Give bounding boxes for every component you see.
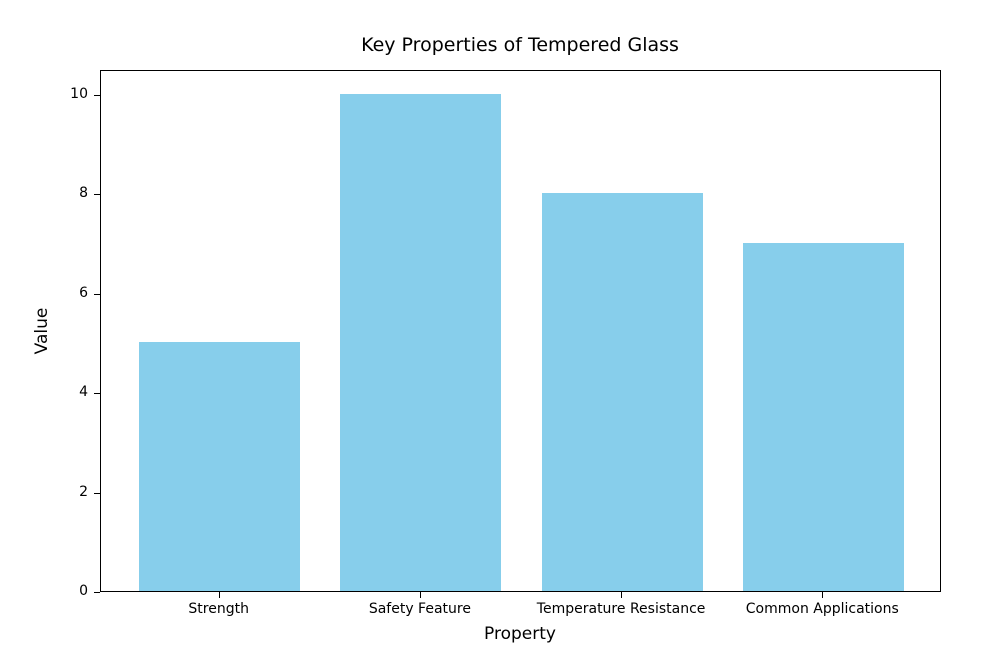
- x-tick-mark-3: [822, 592, 824, 598]
- x-tick-label-1: Safety Feature: [368, 601, 471, 617]
- chart-title: Key Properties of Tempered Glass: [361, 34, 679, 56]
- y-tick-label-2: 2: [79, 483, 88, 500]
- x-tick-mark-0: [218, 592, 220, 598]
- x-tick-label-3: Common Applications: [745, 601, 899, 617]
- y-tick-mark-2: [94, 492, 100, 494]
- y-tick-mark-6: [94, 293, 100, 295]
- x-axis-label: Property: [484, 624, 556, 644]
- y-tick-mark-8: [94, 194, 100, 196]
- y-tick-label-6: 6: [79, 284, 88, 301]
- x-tick-mark-1: [419, 592, 421, 598]
- bar-common-applications: [742, 243, 904, 591]
- bar-strength: [139, 342, 301, 591]
- y-tick-mark-4: [94, 393, 100, 395]
- x-tick-label-0: Strength: [188, 601, 249, 617]
- y-tick-label-0: 0: [79, 583, 88, 599]
- y-axis-label: Value: [32, 307, 52, 355]
- y-tick-label-4: 4: [79, 384, 88, 401]
- x-tick-mark-2: [621, 592, 623, 598]
- y-tick-mark-0: [94, 592, 100, 593]
- bar-safety-feature: [340, 93, 502, 591]
- x-tick-label-2: Temperature Resistance: [536, 601, 706, 617]
- y-tick-mark-10: [94, 94, 100, 96]
- plot-area: [100, 70, 941, 592]
- y-tick-label-10: 10: [70, 85, 88, 102]
- bar-temperature-resistance: [541, 193, 703, 591]
- y-tick-label-8: 8: [79, 185, 88, 202]
